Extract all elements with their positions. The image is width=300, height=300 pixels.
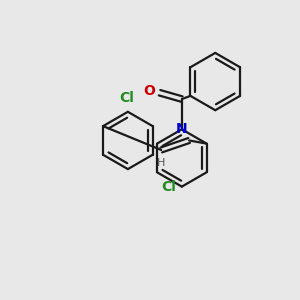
Text: Cl: Cl bbox=[161, 180, 176, 194]
Text: Cl: Cl bbox=[119, 92, 134, 105]
Text: H: H bbox=[157, 158, 166, 168]
Text: N: N bbox=[176, 122, 188, 136]
Text: O: O bbox=[144, 84, 156, 98]
